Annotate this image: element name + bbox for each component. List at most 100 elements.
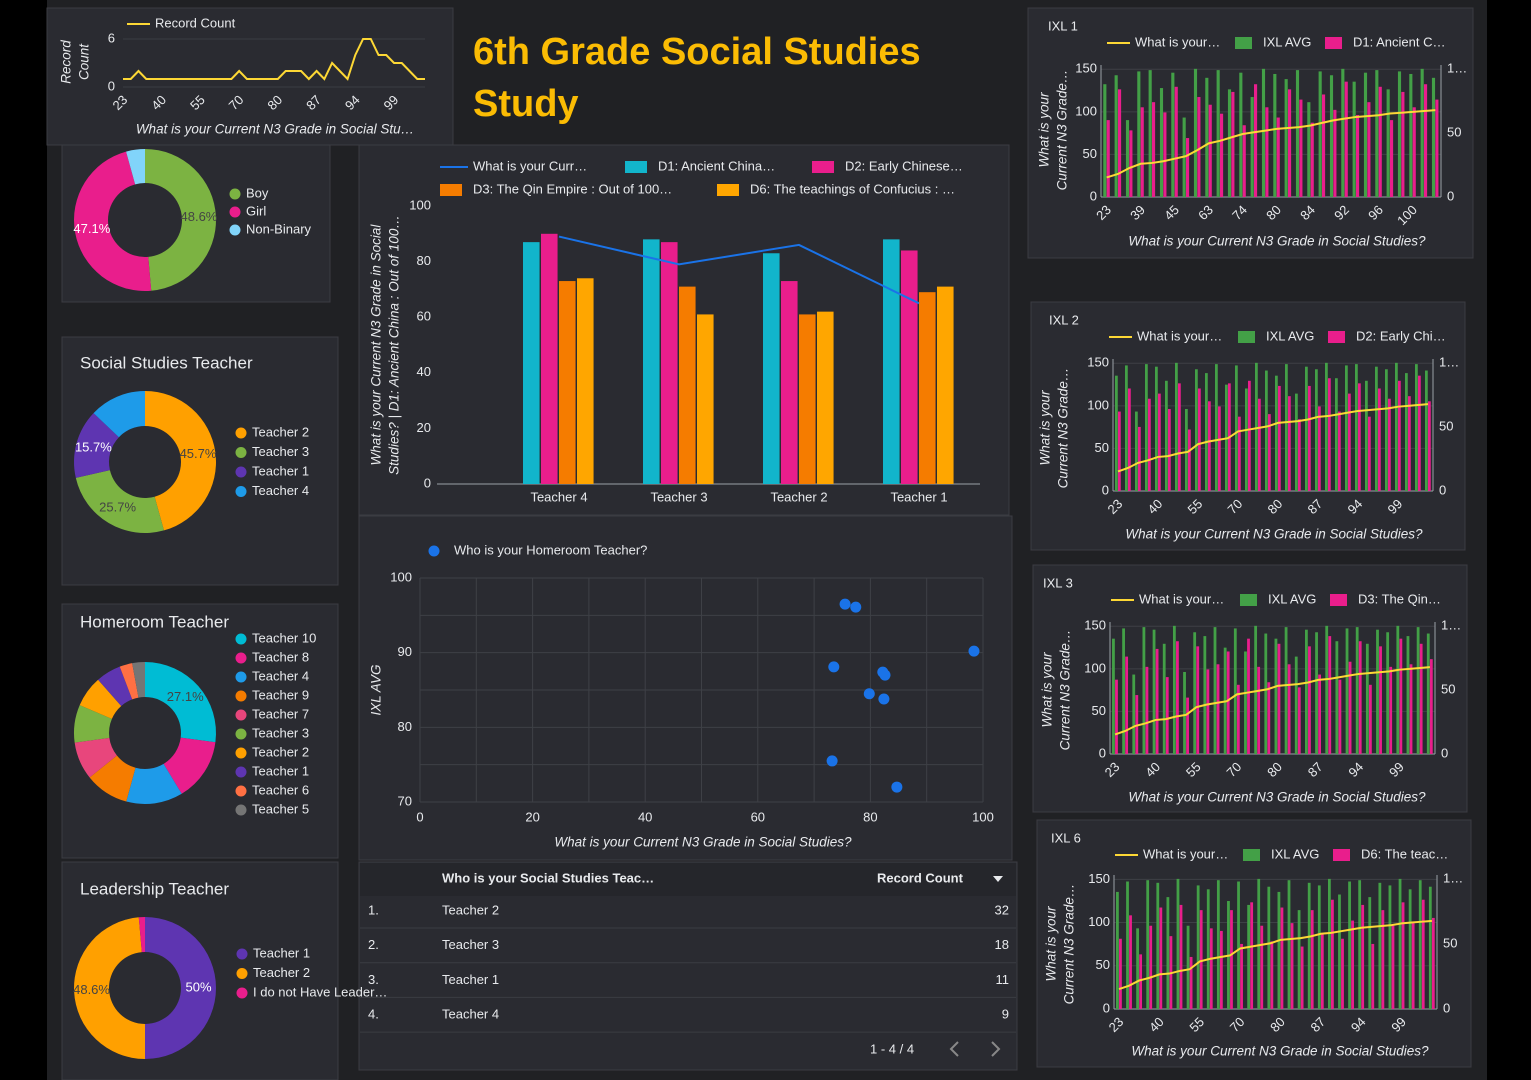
- bar: [1267, 682, 1271, 754]
- legend-marker: [236, 968, 248, 979]
- bar: [1284, 79, 1288, 197]
- bar: [1435, 99, 1439, 197]
- pagination: 1 - 4 / 4: [870, 1041, 914, 1056]
- legend-label: Teacher 7: [252, 706, 309, 721]
- donut-slice: [126, 763, 182, 804]
- next-page[interactable]: [991, 1041, 1001, 1057]
- y-tick-label: 100: [1087, 397, 1109, 412]
- bar: [1397, 71, 1402, 197]
- bar: [1260, 925, 1264, 1009]
- y-tick-label: 80: [417, 253, 431, 268]
- bar: [1375, 366, 1378, 491]
- bar: [1409, 73, 1413, 197]
- bar: [1118, 411, 1121, 491]
- bar: [1331, 899, 1334, 1009]
- legend-label: Who is your Homeroom Teacher?: [454, 542, 647, 557]
- bar: [1300, 946, 1304, 1009]
- bar: [1233, 628, 1237, 754]
- x-tick-label: 80: [863, 809, 877, 824]
- y2-tick-label: 50: [1439, 418, 1453, 433]
- bar: [1146, 880, 1150, 1009]
- legend-marker: [235, 804, 247, 816]
- table-header: Record Count: [877, 870, 964, 885]
- bar: [1299, 99, 1303, 197]
- bar: [1215, 364, 1218, 491]
- bar: [1175, 362, 1178, 491]
- bar: [1388, 885, 1392, 1009]
- row-label: Teacher 2: [442, 902, 499, 917]
- bar: [1307, 102, 1311, 197]
- bar: [541, 233, 558, 484]
- bar: [937, 286, 954, 484]
- bar: [1411, 923, 1415, 1009]
- donut-slice: [75, 470, 164, 533]
- bar: [1295, 70, 1300, 197]
- bar: [1145, 364, 1148, 491]
- x-axis-title: What is your Current N3 Grade in Social …: [1128, 790, 1426, 805]
- donut-slice: [138, 917, 145, 953]
- scatter-point: [878, 693, 890, 705]
- bar: [1158, 393, 1161, 491]
- bar: [1345, 365, 1348, 491]
- donut-slice: [73, 705, 112, 743]
- bar: [1365, 380, 1368, 491]
- bar: [1205, 77, 1209, 197]
- legend-label: Teacher 2: [252, 744, 309, 759]
- chart-title: IXL 6: [1051, 830, 1081, 845]
- bar: [1431, 77, 1436, 197]
- legend-label: Record Count: [155, 15, 236, 30]
- bar: [1126, 881, 1129, 1009]
- bar: [1220, 113, 1224, 197]
- bar: [1341, 938, 1344, 1009]
- bar: [1116, 891, 1119, 1009]
- chart-title: Leadership Teacher: [80, 879, 229, 898]
- legend-marker: [235, 690, 247, 702]
- slice-label: 48.6%: [181, 209, 218, 224]
- bar: [1351, 920, 1354, 1009]
- bar: [1358, 641, 1362, 754]
- y-axis-title: Current N3 Grade…: [1056, 368, 1071, 489]
- y-axis-title: What is your: [1037, 92, 1052, 168]
- bar: [1118, 89, 1122, 197]
- y-tick-label: 90: [398, 644, 412, 659]
- bar: [1264, 633, 1268, 754]
- slice-label: 48.6%: [73, 982, 110, 997]
- legend-swatch: [812, 161, 834, 173]
- bar: [1195, 369, 1198, 491]
- bar: [1162, 643, 1166, 754]
- x-axis-title: What is your Current N3 Grade in Social …: [554, 835, 852, 850]
- bar: [1345, 628, 1349, 754]
- bar: [1305, 366, 1308, 491]
- bar: [1388, 398, 1391, 491]
- bar: [1152, 629, 1156, 754]
- bar: [1428, 886, 1432, 1009]
- bar: [1421, 899, 1425, 1009]
- bar: [1333, 109, 1337, 197]
- legend-label: D1: Ancient China…: [658, 158, 775, 173]
- bar: [1376, 629, 1379, 754]
- bar: [1172, 625, 1176, 754]
- legend-swatch: [1235, 37, 1252, 49]
- bar: [1149, 925, 1153, 1009]
- legend-marker: [235, 427, 247, 439]
- bar: [1135, 411, 1138, 491]
- slice-label: 47.1%: [73, 221, 110, 236]
- donut-slice: [145, 149, 217, 291]
- bar: [1176, 641, 1179, 754]
- legend-swatch: [440, 184, 462, 196]
- bar: [1250, 97, 1254, 197]
- y-tick-label: 50: [1096, 957, 1110, 972]
- table-header: Who is your Social Studies Teac…: [442, 870, 654, 885]
- legend-swatch: [1238, 331, 1255, 343]
- bar: [1186, 697, 1189, 754]
- panel: [358, 861, 1018, 1071]
- legend-label: Teacher 1: [252, 463, 309, 478]
- bar: [1132, 674, 1136, 754]
- legend-marker: [229, 188, 241, 200]
- prev-page[interactable]: [949, 1041, 959, 1057]
- sort-icon[interactable]: [993, 876, 1003, 882]
- legend-swatch: [1333, 849, 1350, 861]
- bar: [1213, 627, 1217, 754]
- data-line: [558, 235, 920, 305]
- bar: [1368, 897, 1372, 1009]
